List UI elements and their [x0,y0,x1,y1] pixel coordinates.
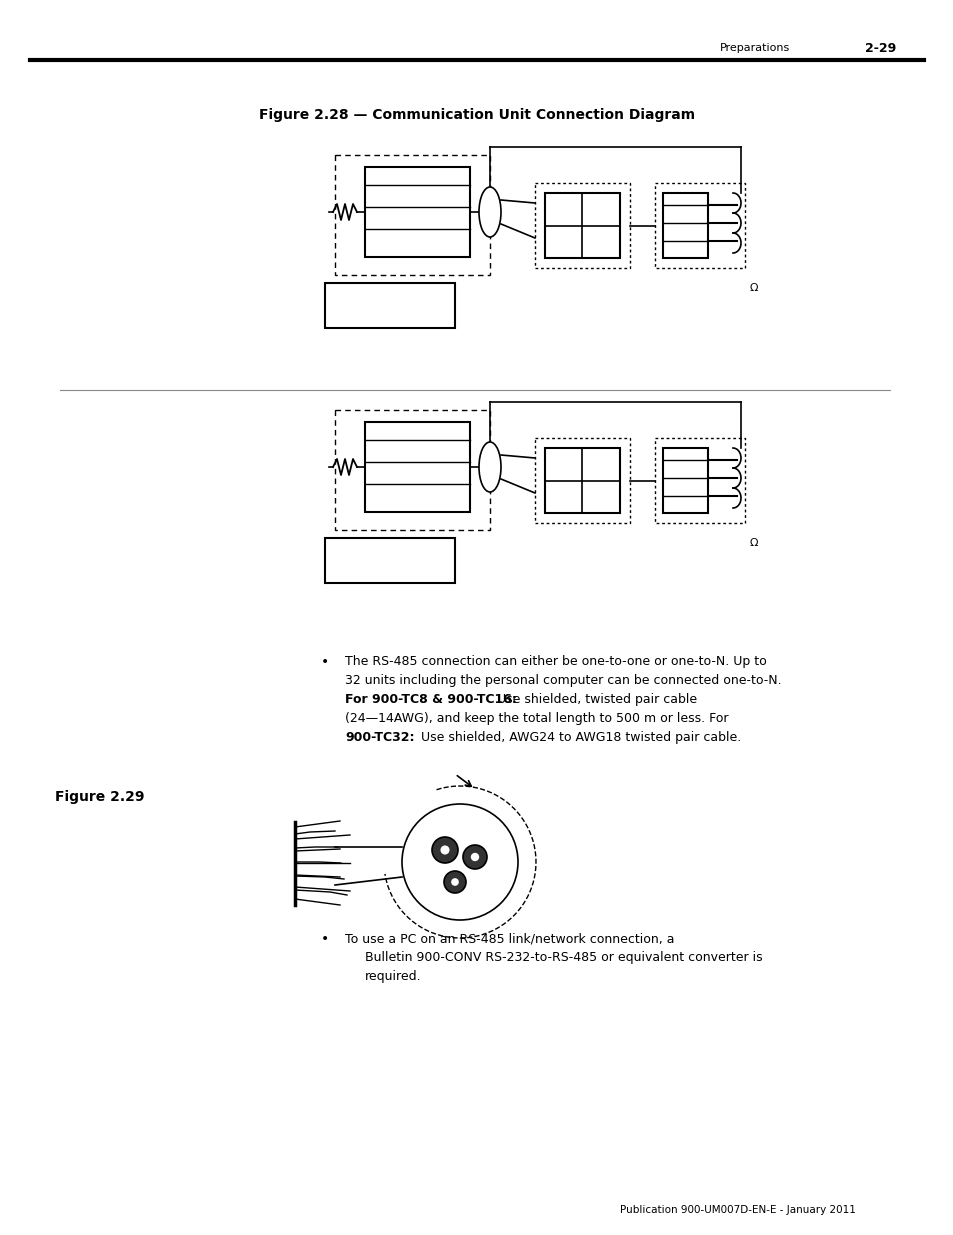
Text: 2-29: 2-29 [864,42,895,54]
Bar [662,193,707,258]
Text: Figure 2.29: Figure 2.29 [55,790,144,804]
Ellipse shape [478,442,500,492]
Bar [325,538,455,583]
Circle shape [462,845,486,869]
Bar [365,167,470,257]
Bar [662,448,707,513]
Bar [335,410,490,530]
Text: Publication 900-UM007D-EN-E - January 2011: Publication 900-UM007D-EN-E - January 20… [619,1205,855,1215]
Bar [365,422,470,513]
Text: required.: required. [365,969,421,983]
Bar [655,183,744,268]
Circle shape [432,837,457,863]
Ellipse shape [478,186,500,237]
Text: Bulletin 900-CONV RS-232-to-RS-485 or equivalent converter is: Bulletin 900-CONV RS-232-to-RS-485 or eq… [365,951,761,965]
Circle shape [443,871,465,893]
Circle shape [401,804,517,920]
Text: Use shielded, twisted pair cable: Use shielded, twisted pair cable [493,693,697,706]
Text: Ω: Ω [749,283,758,293]
Bar [535,438,629,522]
Text: To use a PC on an RS-485 link/network connection, a: To use a PC on an RS-485 link/network co… [345,932,674,945]
Text: The RS-485 connection can either be one-to-one or one-to-N. Up to: The RS-485 connection can either be one-… [345,655,766,668]
Text: Preparations: Preparations [720,43,789,53]
Bar [535,183,629,268]
Text: Ω: Ω [749,538,758,548]
Circle shape [471,853,478,861]
Text: 900-TC32:: 900-TC32: [345,731,414,743]
Text: (24—14AWG), and keep the total length to 500 m or less. For: (24—14AWG), and keep the total length to… [345,713,728,725]
Text: 32 units including the personal computer can be connected one-to-N.: 32 units including the personal computer… [345,674,781,687]
Text: For 900-TC8 & 900-TC16:: For 900-TC8 & 900-TC16: [345,693,517,706]
Bar [335,156,490,275]
Bar [544,448,619,513]
Bar [544,193,619,258]
Circle shape [451,878,458,885]
Text: Figure 2.28 — Communication Unit Connection Diagram: Figure 2.28 — Communication Unit Connect… [258,107,695,122]
Text: •: • [320,932,329,946]
Circle shape [440,846,449,855]
Text: •: • [320,655,329,669]
Bar [325,283,455,329]
Text: Use shielded, AWG24 to AWG18 twisted pair cable.: Use shielded, AWG24 to AWG18 twisted pai… [416,731,740,743]
Bar [655,438,744,522]
